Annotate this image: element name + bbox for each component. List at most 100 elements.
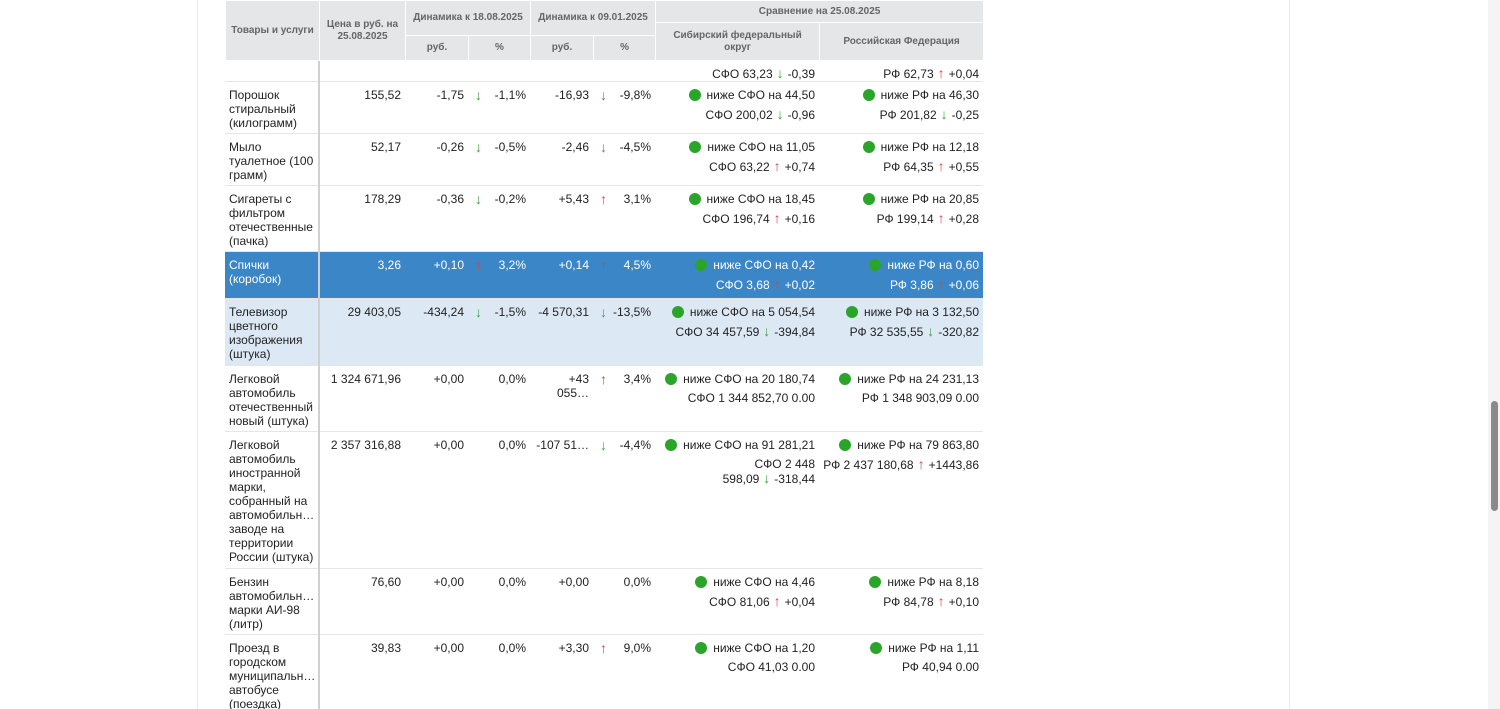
status-dot (869, 575, 882, 588)
status-dot (695, 641, 708, 654)
table-cell: +0,00 (405, 568, 468, 635)
compare-diff: ниже СФО на 11,05 (707, 139, 815, 154)
compare-line: ниже РФ на 12,18 (823, 140, 979, 154)
status-dot (688, 192, 701, 205)
table-cell: 155,52 (319, 81, 405, 134)
compare-line: РФ 64,35 ↑ +0,55 (823, 159, 979, 174)
header-cell: Динамика к 18.08.2025 (404, 0, 532, 36)
scrollbar-track[interactable] (1488, 0, 1500, 709)
header-cell[interactable]: руб. (530, 35, 595, 61)
change-pct: 0,0% (498, 437, 526, 452)
table-cell: ниже СФО на 44,50 СФО 200,02 ↓ -0,96 (655, 81, 819, 134)
price: 178,29 (364, 191, 401, 206)
header-cell[interactable]: Сибирский федеральный округ (655, 22, 821, 61)
table-row[interactable]: Легковой автомобиль отечественный новый … (225, 365, 983, 432)
compare-line: ниже СФО на 20 180,74 (659, 372, 815, 386)
compare-line: СФО 81,06 ↑ +0,04 (659, 594, 815, 609)
compare-line: СФО 63,22 ↑ +0,74 (659, 159, 815, 174)
region-delta: -0,39 (787, 66, 815, 81)
table-cell: 1 324 671,96 (319, 365, 405, 432)
region-delta: +0,04 (948, 66, 979, 81)
table-cell: ниже РФ на 24 231,13 РФ 1 348 903,09 0.00 (819, 365, 983, 432)
compare-line: РФ 32 535,55 ↓ -320,82 (823, 324, 979, 339)
compare-line: ниже СФО на 91 281,21 (659, 438, 815, 452)
compare-line: ниже РФ на 8,18 (823, 575, 979, 589)
status-dot (845, 305, 858, 318)
table-cell: -4 570,31 (530, 298, 593, 366)
change-pct: -0,2% (494, 191, 526, 206)
compare-line: РФ 1 348 903,09 0.00 (823, 391, 979, 405)
compare-diff: ниже РФ на 24 231,13 (857, 371, 979, 386)
trend-arrow: ↑ (600, 370, 607, 387)
header-cell[interactable]: Российская Федерация (819, 22, 985, 61)
table-cell: ниже РФ на 20,85 РФ 199,14 ↑ +0,28 (819, 185, 983, 252)
compare-diff: ниже СФО на 44,50 (706, 87, 816, 102)
table-cell: ↓ -0,5% (468, 133, 530, 186)
header-cell[interactable]: Товары и услуги (225, 0, 320, 61)
compare-line: ниже СФО на 0,42 (659, 258, 815, 272)
change-pct: -4,4% (619, 437, 651, 452)
table-cell: 2 357 316,88 (319, 431, 405, 569)
compare-diff: ниже СФО на 20 180,74 (683, 371, 815, 386)
trend-arrow: ↑ (773, 275, 781, 292)
table-row[interactable]: Телевизор цветного изображения (штука) 29… (225, 298, 983, 366)
trend-arrow: ↓ (776, 64, 784, 81)
status-dot (862, 88, 875, 101)
table-row[interactable]: Сигареты с фильтром отечественные (пачка… (225, 185, 983, 252)
table-cell: 0,0% (468, 431, 530, 569)
table-cell: Мыло туалетное (100 грамм) (225, 133, 320, 186)
table-row[interactable]: Легковой автомобиль иностранной марки, с… (225, 431, 983, 569)
status-dot (671, 305, 684, 318)
compare-line: ниже СФО на 4,46 (659, 575, 815, 589)
item-name: Мыло туалетное (100 грамм) (229, 139, 314, 182)
region-price: РФ 199,14 (876, 211, 934, 226)
region-delta: +0,16 (784, 211, 815, 226)
header-cell[interactable]: Цена в руб. на 25.08.2025 (319, 0, 406, 61)
status-dot (695, 575, 708, 588)
trend-arrow: ↓ (776, 105, 784, 122)
change-rub: -434,24 (423, 304, 464, 319)
table-cell: -0,36 (405, 185, 468, 252)
trend-arrow: ↓ (475, 190, 482, 207)
table-cell: -1,75 (405, 81, 468, 134)
status-dot (862, 140, 875, 153)
price: 52,17 (370, 139, 401, 154)
header-cell: Динамика к 09.01.2025 (530, 0, 657, 36)
region-price: СФО 63,23 (712, 66, 773, 81)
table-cell: Проезд в городском муниципальн… автобусе… (225, 634, 320, 709)
scrollbar-thumb[interactable] (1491, 401, 1498, 511)
region-delta: -394,84 (774, 324, 815, 339)
region-price: РФ 3,86 (889, 277, 934, 292)
region-price: СФО 200,02 (705, 107, 773, 122)
price: 2 357 316,88 (330, 437, 401, 452)
change-rub: +0,00 (433, 574, 464, 589)
region-delta: +0,55 (948, 159, 979, 174)
table-cell: Телевизор цветного изображения (штука) (225, 298, 320, 366)
region-price: СФО 1 344 852,70 (687, 390, 789, 405)
table-cell: -107 51… (530, 431, 593, 569)
region-delta: +0,74 (784, 159, 815, 174)
trend-arrow: ↑ (773, 592, 781, 609)
header-cell[interactable]: руб. (405, 35, 469, 61)
table-row[interactable]: Проезд в городском муниципальн… автобусе… (225, 634, 983, 709)
table-row[interactable]: Бензин автомобильн… марки АИ-98 (литр) 76… (225, 568, 983, 635)
trend-arrow: ↑ (773, 157, 781, 174)
compare-line: ниже СФО на 11,05 (659, 140, 815, 154)
table-cell: Спички (коробок) (225, 251, 320, 299)
compare-line: РФ 40,94 0.00 (823, 660, 979, 674)
table-row[interactable]: Порошок стиральный (килограмм) 155,52 -1,7… (225, 81, 983, 134)
compare-line: СФО 2 448 598,09 ↓ -318,44 (659, 457, 815, 486)
table-cell: -2,46 (530, 133, 593, 186)
table-cell: ниже СФО на 1,20 СФО 41,03 0.00 (655, 634, 819, 709)
header-cell[interactable]: % (593, 35, 657, 61)
table-cell: 39,83 (319, 634, 405, 709)
table-cell: +5,43 (530, 185, 593, 252)
table-row[interactable]: Спички (коробок) 3,26 +0,10 ↑ 3,2% +0,14 ↑ 4,5%… (225, 251, 983, 299)
price: 3,26 (377, 257, 401, 272)
trend-arrow: ↓ (927, 322, 935, 339)
table-row[interactable]: Мыло туалетное (100 грамм) 52,17 -0,26 ↓ -0,… (225, 133, 983, 186)
header-cell[interactable]: % (467, 35, 532, 61)
status-dot (688, 88, 701, 101)
change-rub: +0,00 (433, 437, 464, 452)
compare-line: ниже СФО на 5 054,54 (659, 305, 815, 319)
